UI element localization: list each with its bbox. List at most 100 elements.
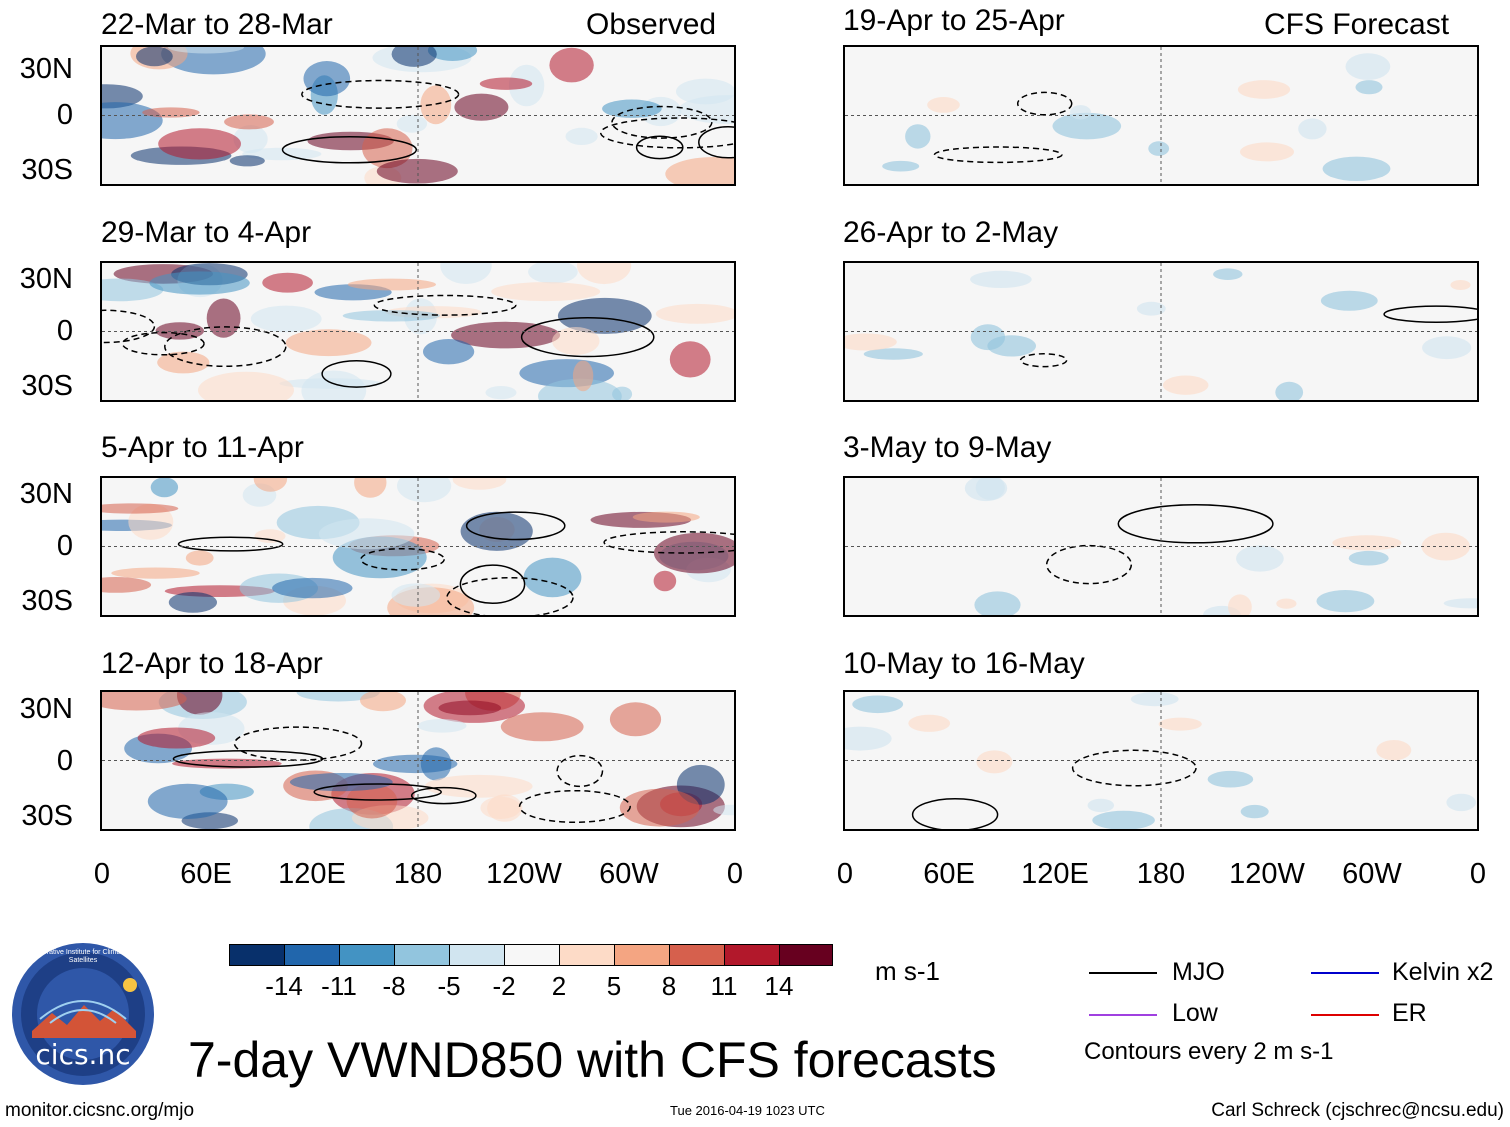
anomaly-blob — [289, 773, 393, 792]
contour-line — [1383, 305, 1477, 324]
forecast-label: CFS Forecast — [1264, 8, 1450, 41]
contour-line — [911, 797, 999, 829]
anomaly-blob — [233, 125, 268, 154]
logo-graphic — [21, 952, 145, 1076]
anomaly-blob — [1355, 80, 1383, 95]
observed-panel-title-1: 22-Mar to 28-Mar — [101, 8, 333, 41]
anomaly-blob — [1213, 268, 1243, 280]
forecast-panel-title-4: 10-May to 16-May — [843, 647, 1085, 680]
anomaly-blob — [1236, 545, 1284, 572]
anomaly-blob — [102, 692, 187, 711]
anomaly-blob — [1316, 590, 1375, 613]
anomaly-blob — [1422, 336, 1472, 360]
colorbar-label-m8: -8 — [382, 971, 406, 1001]
lat-label-eq-row2: 0 — [56, 315, 73, 347]
colorbar-swatch-5 — [449, 944, 505, 966]
panel-field — [102, 263, 734, 400]
anomaly-blob — [577, 263, 632, 285]
anomaly-blob — [987, 335, 1036, 357]
anomaly-blob — [500, 712, 584, 742]
colorbar-swatch-9 — [669, 944, 725, 966]
contour-line — [410, 786, 477, 805]
colorbar-swatch-7 — [559, 944, 615, 966]
anomaly-blob — [253, 478, 288, 492]
observed-map-panel-3 — [100, 476, 736, 617]
anomaly-blob — [102, 278, 164, 302]
anomaly-blob — [1237, 80, 1291, 99]
anomaly-blob — [1240, 804, 1269, 819]
footer-credit: Carl Schreck (cjschrec@ncsu.edu) — [1211, 1100, 1504, 1121]
anomaly-blob — [523, 557, 582, 598]
lat-label-30n-row1: 30N — [19, 53, 73, 85]
lon-label-fc-60w: 60W — [1342, 858, 1402, 890]
contour-line — [164, 326, 287, 368]
contour-line — [281, 136, 418, 164]
main-title: 7-day VWND850 with CFS forecasts — [188, 1032, 997, 1088]
legend-line-kelvin — [1311, 972, 1379, 974]
anomaly-blob — [1092, 810, 1155, 829]
panel-field — [845, 478, 1477, 615]
panel-field — [845, 47, 1477, 184]
anomaly-blob — [908, 714, 951, 732]
anomaly-blob — [653, 532, 734, 574]
anomaly-blob — [655, 303, 734, 324]
panel-field — [845, 692, 1477, 829]
colorbar-swatch-10 — [724, 944, 780, 966]
anomaly-blob — [423, 692, 525, 723]
colorbar-swatch-6 — [504, 944, 560, 966]
legend-label-mjo: MJO — [1172, 958, 1225, 986]
anomaly-blob — [1148, 141, 1170, 156]
observed-map-panel-1 — [100, 45, 736, 186]
lon-label-obs-120e: 120E — [278, 858, 346, 890]
anomaly-blob — [254, 529, 286, 543]
lon-label-obs-0: 0 — [93, 858, 111, 890]
contour-line — [556, 754, 604, 788]
anomaly-blob — [102, 577, 152, 593]
anomaly-blob — [224, 114, 274, 130]
anomaly-blob — [1130, 692, 1179, 707]
anomaly-blob — [185, 550, 214, 566]
anomaly-blob — [927, 97, 960, 113]
anomaly-blob — [609, 702, 662, 737]
logo-text: cics.nc — [35, 1038, 131, 1071]
anomaly-blob — [262, 272, 313, 293]
colorbar-swatch-4 — [394, 944, 450, 966]
colorbar-swatch-2 — [284, 944, 340, 966]
anomaly-blob — [427, 47, 478, 61]
observed-panel-title-3: 5-Apr to 11-Apr — [101, 431, 304, 464]
lon-label-obs-120w: 120W — [486, 858, 562, 890]
anomaly-blob — [460, 511, 533, 551]
anomaly-blob — [150, 478, 179, 498]
anomaly-blob — [863, 348, 923, 360]
forecast-map-panel-4 — [843, 690, 1479, 831]
anomaly-blob — [852, 695, 904, 714]
lat-label-30n-row3: 30N — [19, 478, 73, 510]
colorbar-swatch-8 — [614, 944, 670, 966]
anomaly-blob — [1320, 290, 1378, 311]
anomaly-blob — [301, 370, 367, 400]
lat-label-eq-row4: 0 — [56, 745, 73, 777]
lon-label-fc-360: 0 — [1469, 858, 1487, 890]
anomaly-blob — [440, 263, 492, 284]
anomaly-blob — [423, 339, 475, 365]
contour-line — [177, 536, 284, 552]
anomaly-blob — [1348, 550, 1389, 566]
anomaly-blob — [147, 783, 228, 819]
lat-label-eq-row1: 0 — [56, 99, 73, 131]
contour-line — [933, 146, 1063, 164]
anomaly-blob — [479, 77, 533, 90]
anomaly-blob — [346, 783, 398, 819]
anomaly-blob — [1332, 535, 1402, 551]
legend-line-mjo — [1089, 972, 1157, 974]
contour-line — [1045, 544, 1133, 585]
colorbar-label-11: 11 — [710, 971, 738, 1001]
anomaly-blob — [975, 478, 1005, 500]
anomaly-blob — [397, 478, 452, 503]
anomaly-blob — [1070, 105, 1091, 120]
anomaly-blob — [557, 297, 652, 334]
lat-label-30s-row1: 30S — [21, 154, 73, 186]
anomaly-blob — [572, 360, 594, 392]
anomaly-blob — [250, 305, 322, 333]
anomaly-blob — [845, 726, 892, 751]
colorbar-swatch-11 — [779, 944, 833, 966]
